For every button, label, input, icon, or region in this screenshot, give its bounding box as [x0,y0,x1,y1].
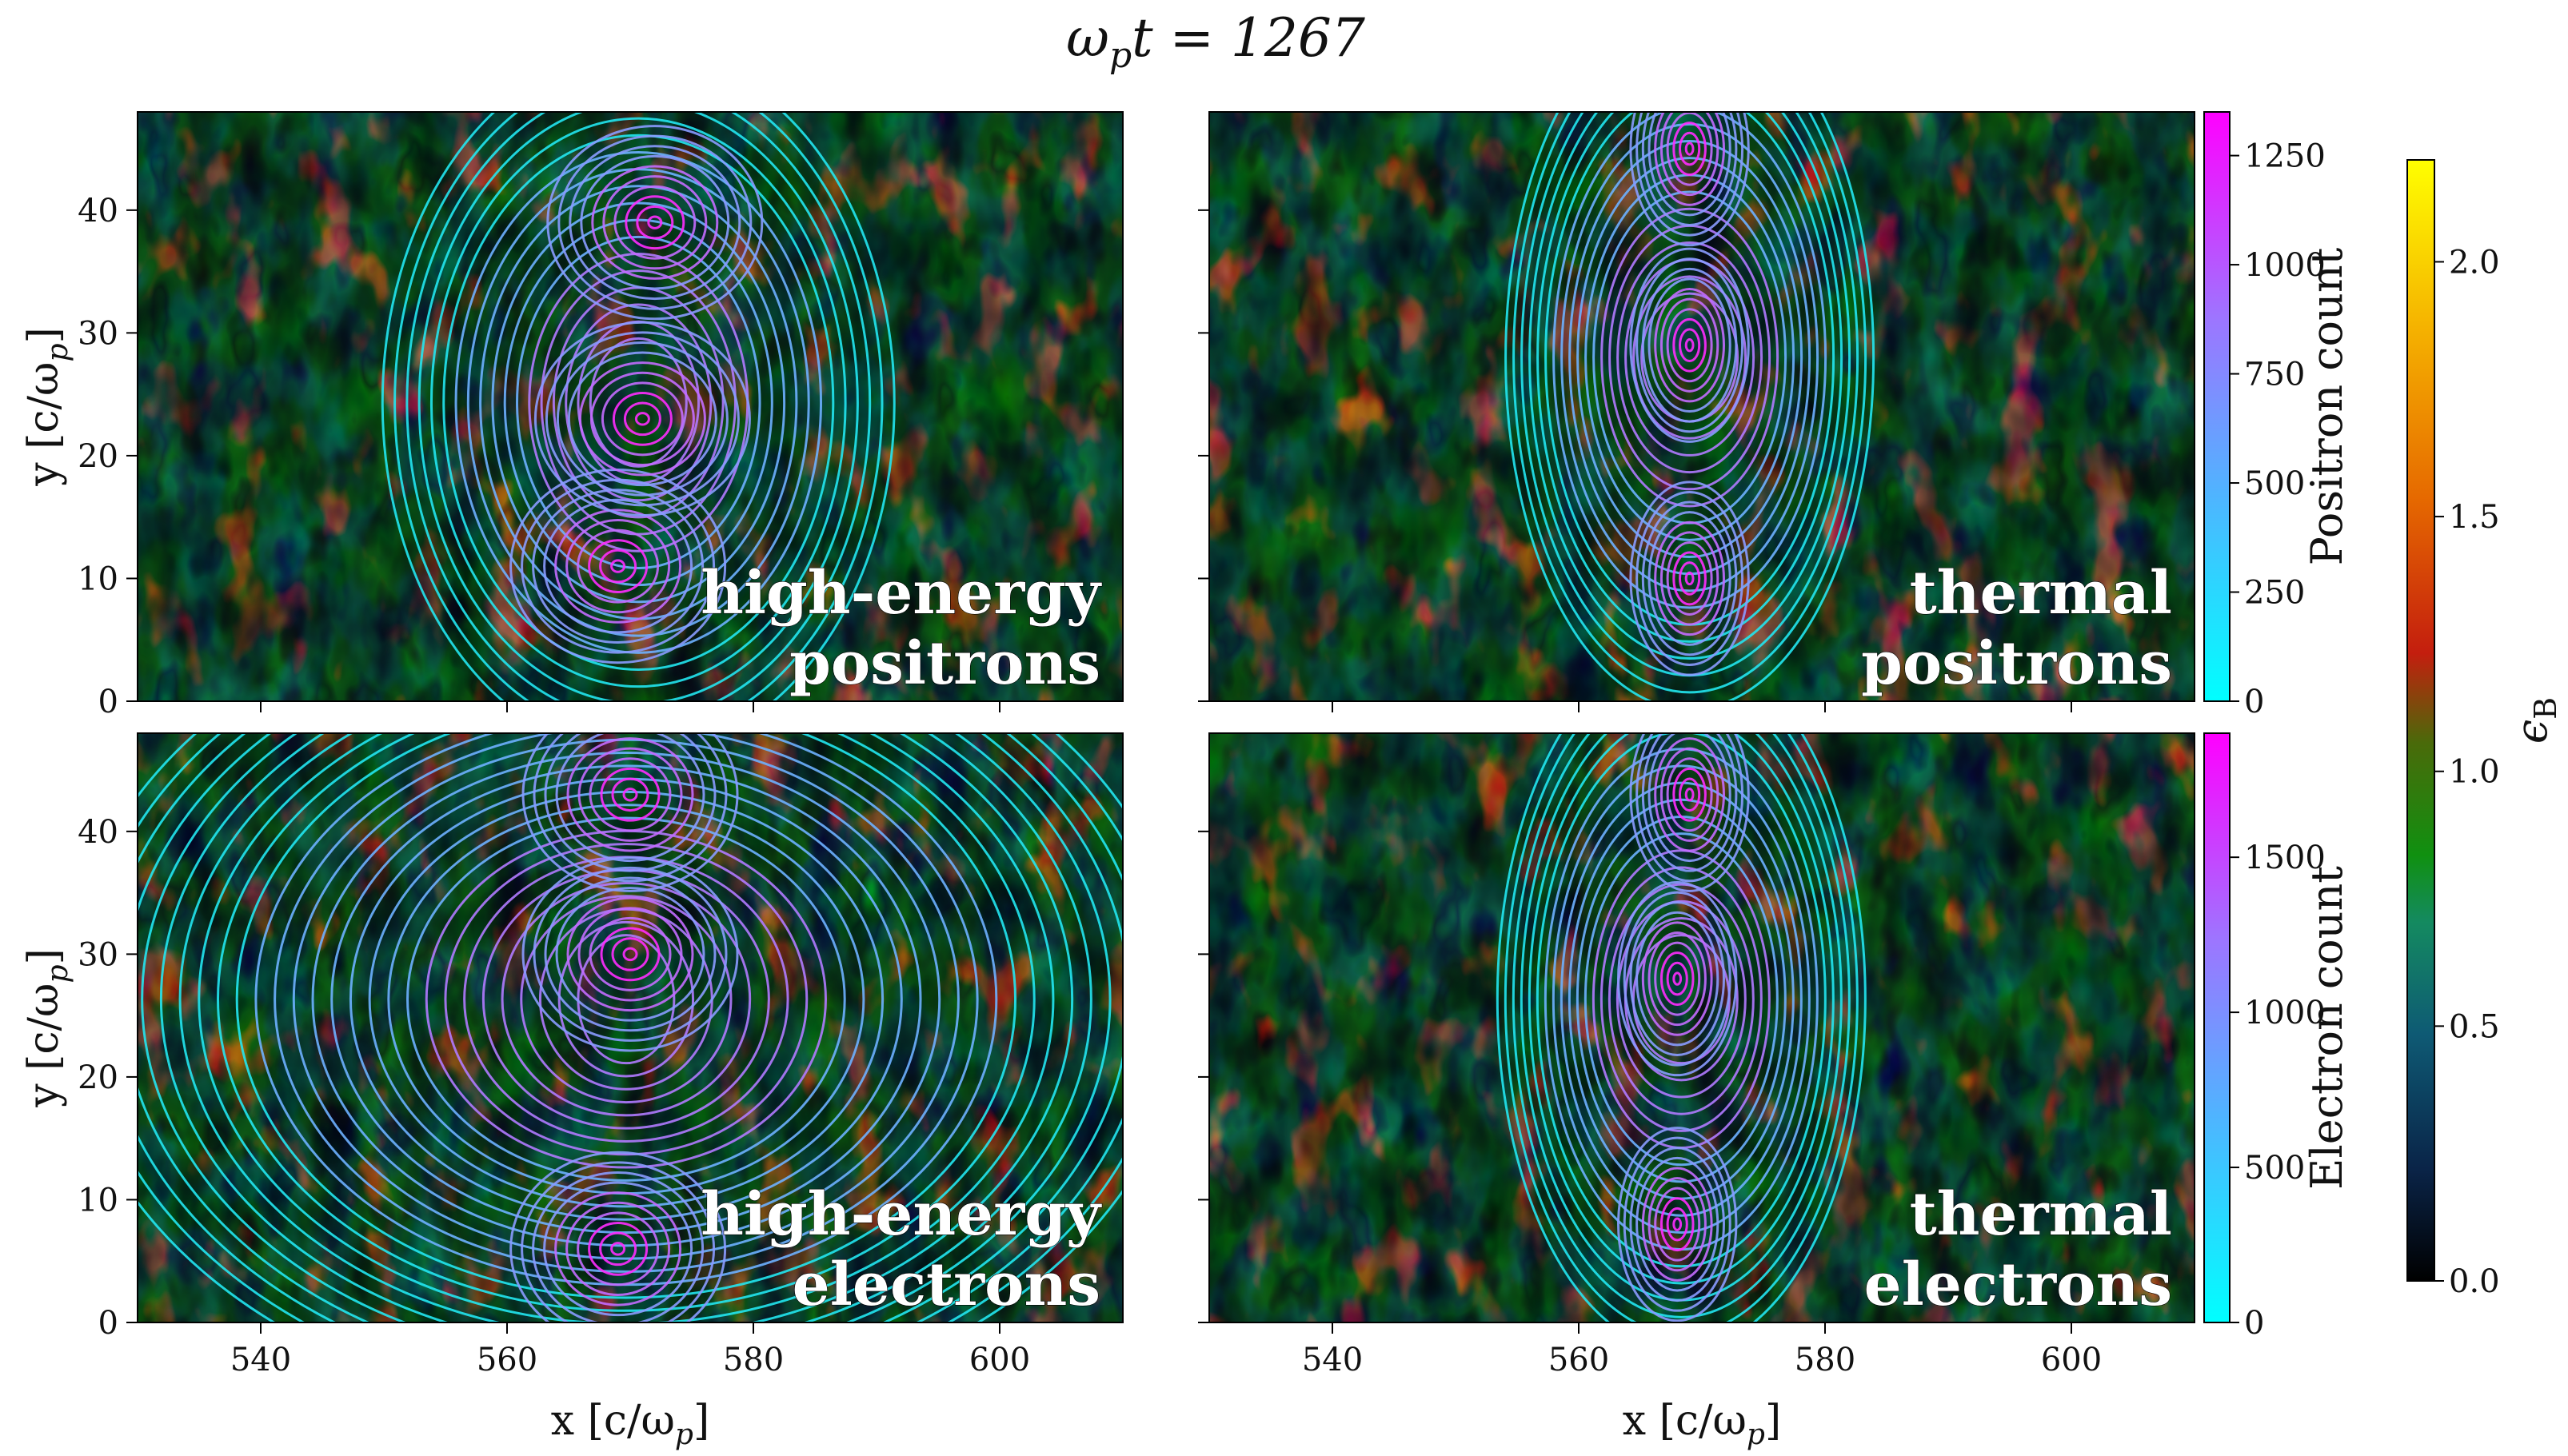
colorbar-tick-label: 0.5 [2449,1008,2500,1045]
panel-label-line: electrons [1864,1251,2172,1319]
x-tick-label: 560 [1548,1342,1609,1378]
x-tick-label: 540 [1302,1342,1363,1378]
colorbar-tick-label: 1000 [2244,247,2326,284]
x-axis-label: x [c/ωp] [551,1397,710,1451]
colorbar-tick-label: 0 [2244,1305,2264,1342]
colorbar-tick-label: 1250 [2244,138,2326,175]
colorbar-positron: 0 250 500 750 1000 1250 Positron count [2203,111,2352,720]
y-tick-label: 40 [78,193,118,229]
colorbar-tick-label: 500 [2244,465,2305,502]
density-contours [138,733,1123,1322]
colorbar-tick-label: 0.0 [2449,1263,2500,1300]
y-axis-label: y [c/ωp] [20,327,74,487]
x-tick-label: 580 [1795,1342,1855,1378]
panel-frame [1208,111,2195,702]
panel-bottom-left: 540 560 580 600 0 10 20 30 40 y [c/ωp] x [c/ωp] hig… [20,732,1124,1451]
density-contours [381,112,896,701]
y-axis-label: y [c/ωp] [20,948,74,1108]
y-tick-label: 30 [78,315,118,352]
y-tick-label: 10 [78,1182,118,1219]
panel-label-line: positrons [789,629,1100,698]
y-tick-label: 20 [78,438,118,475]
y-tick-label: 30 [78,936,118,973]
colorbar-gradient [2203,732,2231,1323]
colorbar-tick-label: 500 [2244,1150,2305,1187]
panel-label-line: thermal [1910,559,2172,628]
y-tick-label: 10 [78,560,118,597]
x-tick-label: 600 [969,1342,1030,1378]
panel-label-line: electrons [793,1251,1100,1319]
colorbar-label: Positron count [2302,247,2352,565]
y-tick-label: 40 [78,814,118,851]
colorbar-tick-label: 1.0 [2449,754,2500,791]
colorbar-label: Electron count [2302,866,2352,1190]
y-tick-label: 0 [98,1305,118,1342]
colorbar-tick-label: 250 [2244,575,2305,612]
colorbar-tick-label: 750 [2244,357,2305,393]
x-tick-label: 580 [723,1342,784,1378]
colorbar-gradient [2406,159,2435,1282]
x-tick-label: 560 [477,1342,537,1378]
colorbar-label: ϵB [2506,697,2563,744]
colorbar-tick-label: 1000 [2244,995,2326,1031]
x-axis-label: x [c/ωp] [1623,1397,1782,1451]
colorbar-tick-label: 0 [2244,684,2264,720]
panel-frame [137,111,1124,702]
density-contours [1504,112,1875,701]
colorbar-tick-label: 1500 [2244,840,2326,876]
panel-label-line: thermal [1910,1180,2172,1249]
y-tick-label: 20 [78,1059,118,1096]
colorbar-epsilon_b: 0.0 0.5 1.0 1.5 2.0 ϵB [2406,159,2563,1300]
panel-label-line: high-energy [701,559,1102,628]
panel-frame [1208,732,2195,1323]
colorbar-gradient [2203,111,2231,702]
panel-label-line: high-energy [701,1180,1102,1249]
panel-label-line: positrons [1861,629,2172,698]
y-tick-label: 0 [98,684,118,720]
colorbars: 0 250 500 750 1000 1250 Positron count 0 500 1000… [2203,111,2563,1342]
x-tick-label: 540 [230,1342,291,1378]
density-contours [1496,733,1867,1322]
panel-frame [137,732,1124,1323]
x-tick-label: 600 [2041,1342,2102,1378]
figure-title: ωpt = 1267 [1066,7,1365,76]
colorbar-tick-label: 2.0 [2449,244,2500,281]
field-heatmap [1209,733,2195,1322]
colorbar-tick-label: 1.5 [2449,499,2500,536]
